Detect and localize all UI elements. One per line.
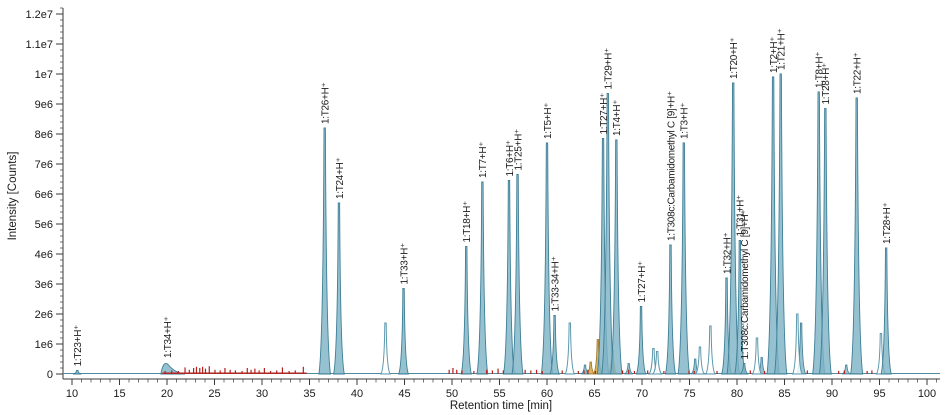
peak-label: 1:T27+H⁺ [637,261,648,303]
chromatogram-peak [511,174,524,375]
peak-label: 1:T33+H⁺ [399,243,410,285]
x-tick-label: 75 [683,388,695,400]
y-tick-label: 6e6 [35,189,53,201]
x-tick-label: 15 [113,388,125,400]
x-tick-label: 45 [398,388,410,400]
peak-label: 1:T308c:Carbamidomethyl C [9]+H⁺ [666,91,677,241]
peak-label: 1:T23+H⁺ [73,325,84,367]
peak-label: 1:T21+H⁺ [777,28,788,70]
chromatogram-peak [540,142,554,375]
peak-label: 1:T26+H⁺ [321,82,332,124]
chromatogram-peak [460,246,472,375]
y-tick-label: 8e6 [35,129,53,141]
outline-peak [651,351,664,375]
y-tick-label: 1.1e7 [25,39,53,51]
peak-label: 1:T34+H⁺ [163,316,174,358]
outline-peak [791,313,803,375]
minor-peak [624,363,634,375]
y-tick-label: 2e6 [35,309,53,321]
peak-label: 1:T24+H⁺ [335,157,346,199]
chromatogram-peak [739,363,749,375]
chromatogram-peak [774,73,788,375]
x-tick-label: 65 [588,388,600,400]
chromatogram-peak [880,247,892,375]
x-tick-label: 85 [778,388,790,400]
peak-label: 1:T22+H⁺ [853,52,864,94]
peak-label: 1:T308c:Carbamidomethyl C [9]+H⁺ [740,210,751,360]
peak-label: 1:T31+H⁺ [736,195,747,237]
x-tick-label: 90 [826,388,838,400]
peak-label: 1:T33-34+H⁺ [550,256,561,311]
peak-label: 1:T5+H⁺ [543,103,554,139]
y-tick-label: 7e6 [35,159,53,171]
chromatogram-peak [333,202,345,375]
peak-label: 1:T27+H⁺ [599,93,610,135]
chromatogram-peak [850,97,864,375]
chromatogram-peak [635,306,647,375]
peak-label: 1:T2+H⁺ [769,37,780,73]
peak-label: 1:T32+H⁺ [722,232,733,274]
x-tick-label: 50 [446,388,458,400]
x-tick-label: 60 [541,388,553,400]
peak-label: 1:T8+H⁺ [815,52,826,88]
x-tick-label: 95 [873,388,885,400]
x-tick-label: 30 [256,388,268,400]
y-tick-label: 9e6 [35,99,53,111]
x-axis-title: Retention time [min] [450,400,552,412]
peak-label: 1:T25+H⁺ [513,129,524,171]
x-tick-label: 55 [493,388,505,400]
x-tick-label: 80 [731,388,743,400]
peak-label: 1:T28+H⁺ [821,63,832,105]
chromatogram-peak [72,369,82,375]
outline-peak [564,322,576,375]
y-tick-label: 5e6 [35,219,53,231]
peak-label: 1:T4+H⁺ [612,100,623,136]
outline-peak [694,346,706,375]
y-tick-label: 4e6 [35,249,53,261]
peak-label: 1:T28+H⁺ [882,202,893,244]
y-axis-title: Intensity [Counts] [7,152,19,241]
x-tick-label: 20 [161,388,173,400]
x-tick-label: 100 [918,388,936,400]
chromatogram-peak [476,181,489,375]
outline-peak [751,337,763,375]
chromatogram-peak [160,363,186,375]
x-tick-label: 10 [66,388,78,400]
chromatogram-peak [502,180,516,375]
y-tick-label: 3e6 [35,279,53,291]
outline-peak [704,325,716,375]
x-tick-label: 35 [303,388,315,400]
y-tick-label: 0 [47,369,53,381]
x-tick-label: 25 [208,388,220,400]
y-tick-label: 1.2e7 [25,9,53,21]
peak-label: 1:T6+H⁺ [505,140,516,176]
chromatogram-peak [318,127,332,375]
x-tick-label: 70 [636,388,648,400]
peak-label: 1:T20+H⁺ [729,37,740,79]
outline-peak [380,322,391,375]
chromatogram-peak [734,240,746,375]
peak-label: 1:T29+H⁺ [604,48,615,90]
chromatogram-peak [664,244,677,375]
peak-label: 1:T18+H⁺ [462,201,473,243]
minor-peak [841,364,851,375]
chromatogram-peak [818,108,832,375]
chromatogram-peak [601,93,615,375]
chromatogram-peak [549,315,561,375]
chromatogram-peak [398,288,410,375]
peak-label: 1:T3+H⁺ [680,103,691,139]
chromatogram-peak [610,139,623,375]
peak-label: 1:T7+H⁺ [478,142,489,178]
chromatogram-peak [677,142,691,375]
x-tick-label: 40 [351,388,363,400]
y-tick-label: 1e6 [35,339,53,351]
y-tick-label: 1e7 [35,69,53,81]
chromatogram-peak [726,82,740,375]
